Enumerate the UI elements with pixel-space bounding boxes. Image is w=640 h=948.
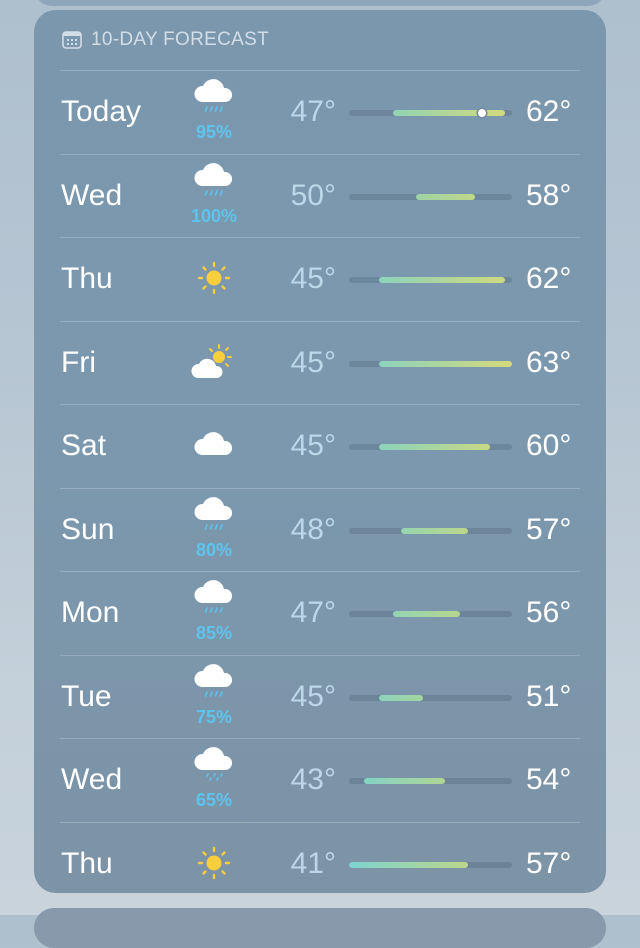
forecast-row[interactable]: Mon 85% 47° 56° xyxy=(60,571,580,655)
day-label: Thu xyxy=(61,846,113,880)
temp-range-bar xyxy=(378,277,505,283)
temp-range-bar xyxy=(393,110,505,116)
high-temp: 57° xyxy=(526,846,572,880)
low-temp: 48° xyxy=(290,512,336,546)
precip-chance: 95% xyxy=(195,122,233,142)
day-label: Sun xyxy=(61,512,115,546)
day-label: Mon xyxy=(61,596,120,629)
temp-range-bar xyxy=(363,778,446,784)
high-temp: 62° xyxy=(526,95,572,128)
cloud-rain-icon xyxy=(190,663,238,703)
ten-day-forecast-card: 10-DAY FORECAST Today 95% 47° 62° Wed 100% 50°… xyxy=(34,10,606,893)
sun-icon xyxy=(190,258,238,298)
cloud-rain-icon xyxy=(190,162,238,202)
high-temp: 63° xyxy=(526,345,572,379)
next-card xyxy=(34,908,606,948)
low-temp: 41° xyxy=(290,846,336,880)
low-temp: 45° xyxy=(290,262,336,295)
high-temp: 62° xyxy=(526,262,572,295)
forecast-row[interactable]: Wed 100% 50° 58° xyxy=(60,153,580,238)
low-temp: 47° xyxy=(290,95,336,128)
forecast-row[interactable]: Thu 41° 57° xyxy=(60,821,580,906)
low-temp: 45° xyxy=(290,679,336,713)
high-temp: 56° xyxy=(526,596,572,629)
precip-chance: 85% xyxy=(195,623,233,643)
temp-range-bar xyxy=(378,360,512,367)
cloud-rain-icon xyxy=(190,78,238,118)
temp-range-track xyxy=(349,611,512,617)
temp-range-bar xyxy=(378,444,490,450)
day-label: Fri xyxy=(61,345,96,379)
calendar-icon xyxy=(62,31,82,49)
high-temp: 54° xyxy=(526,763,572,796)
cloud-rain-icon xyxy=(190,496,238,536)
high-temp: 51° xyxy=(526,679,572,713)
current-temp-marker xyxy=(478,109,487,117)
low-temp: 45° xyxy=(290,429,336,462)
sun-icon xyxy=(190,843,238,883)
temp-range-track xyxy=(349,861,512,868)
temp-range-track xyxy=(349,694,512,701)
temp-range-track xyxy=(349,527,512,534)
temp-range-bar xyxy=(349,861,468,868)
forecast-row[interactable]: Sat 45° 60° xyxy=(60,404,580,488)
day-label: Wed xyxy=(61,178,123,212)
day-label: Wed xyxy=(61,763,123,796)
low-temp: 45° xyxy=(290,345,336,379)
high-temp: 58° xyxy=(526,178,572,212)
temp-range-track xyxy=(349,277,512,283)
day-label: Thu xyxy=(61,262,113,295)
temp-range-track xyxy=(349,360,512,367)
forecast-row[interactable]: Thu 45° 62° xyxy=(60,237,580,321)
low-temp: 47° xyxy=(290,596,336,629)
precip-chance: 65% xyxy=(195,790,233,810)
forecast-title: 10-DAY FORECAST xyxy=(91,29,270,50)
forecast-row[interactable]: Tue 75% 45° 51° xyxy=(60,654,580,739)
forecast-row[interactable]: Today 95% 47° 62° xyxy=(60,70,580,154)
temp-range-bar xyxy=(393,611,461,617)
forecast-list: Today 95% 47° 62° Wed 100% 50° 58° Thu 45° 62° Fri 4… xyxy=(60,70,580,905)
low-temp: 43° xyxy=(290,763,336,796)
forecast-row[interactable]: Fri 45° 63° xyxy=(60,320,580,405)
temp-range-track xyxy=(349,778,512,784)
high-temp: 57° xyxy=(526,512,572,546)
previous-card xyxy=(34,0,606,6)
cloud-drizzle-icon xyxy=(190,746,238,786)
cloud-rain-icon xyxy=(190,579,238,619)
forecast-header: 10-DAY FORECAST xyxy=(62,28,269,52)
high-temp: 60° xyxy=(526,429,572,462)
day-label: Today xyxy=(61,95,142,128)
forecast-row[interactable]: Wed 65% 43° 54° xyxy=(60,738,580,822)
precip-chance: 80% xyxy=(195,539,233,560)
precip-chance: 100% xyxy=(190,205,238,226)
low-temp: 50° xyxy=(290,178,336,212)
day-label: Sat xyxy=(61,429,107,462)
temp-range-bar xyxy=(415,193,475,200)
temp-range-track xyxy=(349,193,512,200)
temp-range-track xyxy=(349,109,512,117)
cloud-icon xyxy=(190,425,238,465)
forecast-row[interactable]: Sun 80% 48° 57° xyxy=(60,487,580,572)
temp-range-bar xyxy=(378,694,424,701)
day-label: Tue xyxy=(61,679,112,713)
precip-chance: 75% xyxy=(195,706,233,727)
temp-range-bar xyxy=(400,527,468,534)
temp-range-track xyxy=(349,444,512,450)
partly-cloudy-icon xyxy=(190,342,238,382)
